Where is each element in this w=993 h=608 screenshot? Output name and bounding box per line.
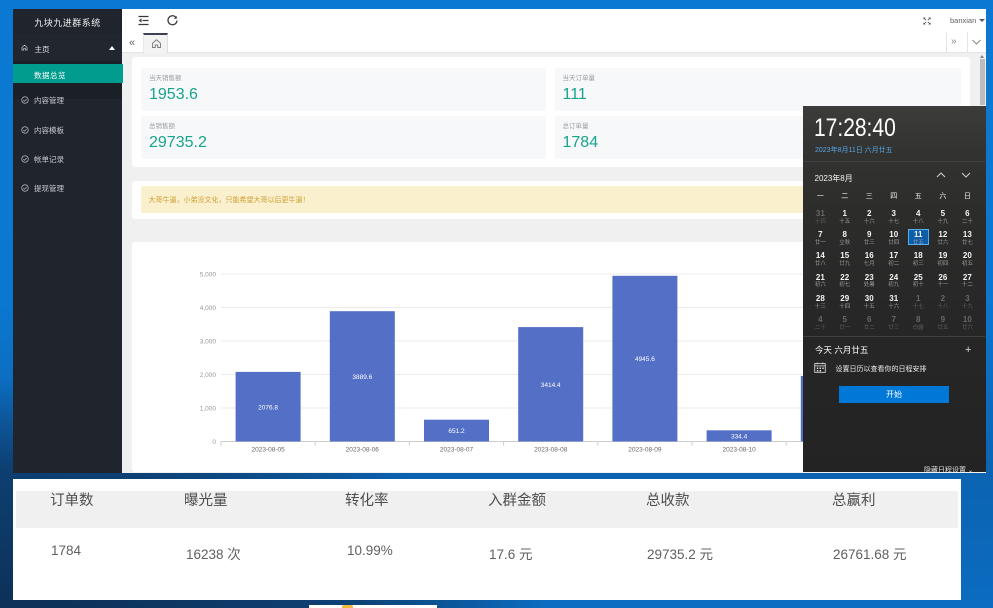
svg-text:4945.6: 4945.6 bbox=[635, 356, 655, 363]
svg-text:3414.4: 3414.4 bbox=[541, 382, 561, 389]
svg-text:0: 0 bbox=[212, 439, 216, 446]
svg-text:2023-08-08: 2023-08-08 bbox=[534, 447, 568, 454]
svg-text:651.2: 651.2 bbox=[448, 428, 465, 435]
svg-text:5,000: 5,000 bbox=[200, 272, 217, 279]
svg-text:2023-08-06: 2023-08-06 bbox=[346, 447, 380, 454]
svg-text:2076.8: 2076.8 bbox=[258, 404, 278, 411]
svg-text:2023-08-10: 2023-08-10 bbox=[722, 447, 756, 454]
svg-text:1,000: 1,000 bbox=[200, 406, 217, 413]
svg-text:3889.6: 3889.6 bbox=[352, 374, 372, 381]
svg-text:3,000: 3,000 bbox=[200, 339, 217, 346]
svg-text:2023-08-05: 2023-08-05 bbox=[251, 447, 285, 454]
svg-text:334.4: 334.4 bbox=[731, 434, 748, 441]
svg-text:2,000: 2,000 bbox=[200, 372, 217, 379]
svg-text:2023-08-07: 2023-08-07 bbox=[440, 447, 474, 454]
svg-text:2023-08-09: 2023-08-09 bbox=[628, 447, 662, 454]
svg-text:4,000: 4,000 bbox=[200, 305, 217, 312]
